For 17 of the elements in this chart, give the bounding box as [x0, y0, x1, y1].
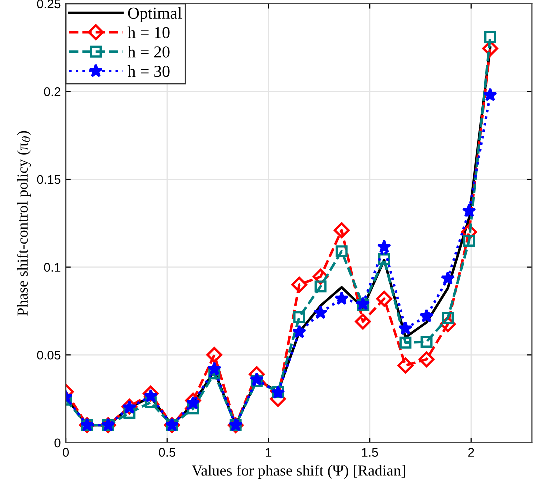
x-tick-label: 0: [63, 448, 70, 458]
y-tick-label: 0.1: [44, 263, 61, 272]
y-axis-title: Phase shift-control policy (π$_{θ}$): [17, 131, 32, 316]
x-tick-label: 2: [468, 448, 474, 457]
y-tick-label: 0.05: [37, 350, 61, 360]
y-tick-label: 0.2: [44, 88, 61, 96]
x-tick-label: 1: [266, 448, 272, 457]
y-tick-label: 0.25: [37, 0, 61, 9]
legend-label: h = 20: [128, 46, 170, 58]
x-tick-label: 0.5: [159, 448, 176, 458]
legend-label: h = 30: [128, 66, 170, 78]
y-tick-label: 0: [54, 438, 61, 448]
y-tick-label: 0.15: [37, 175, 61, 184]
x-tick-label: 1.5: [362, 448, 378, 458]
legend-label: Optimal: [128, 7, 182, 22]
legend-label: h = 10: [128, 26, 170, 38]
x-axis-title: Values for phase shift (Ψ) [Radian]: [192, 465, 406, 480]
